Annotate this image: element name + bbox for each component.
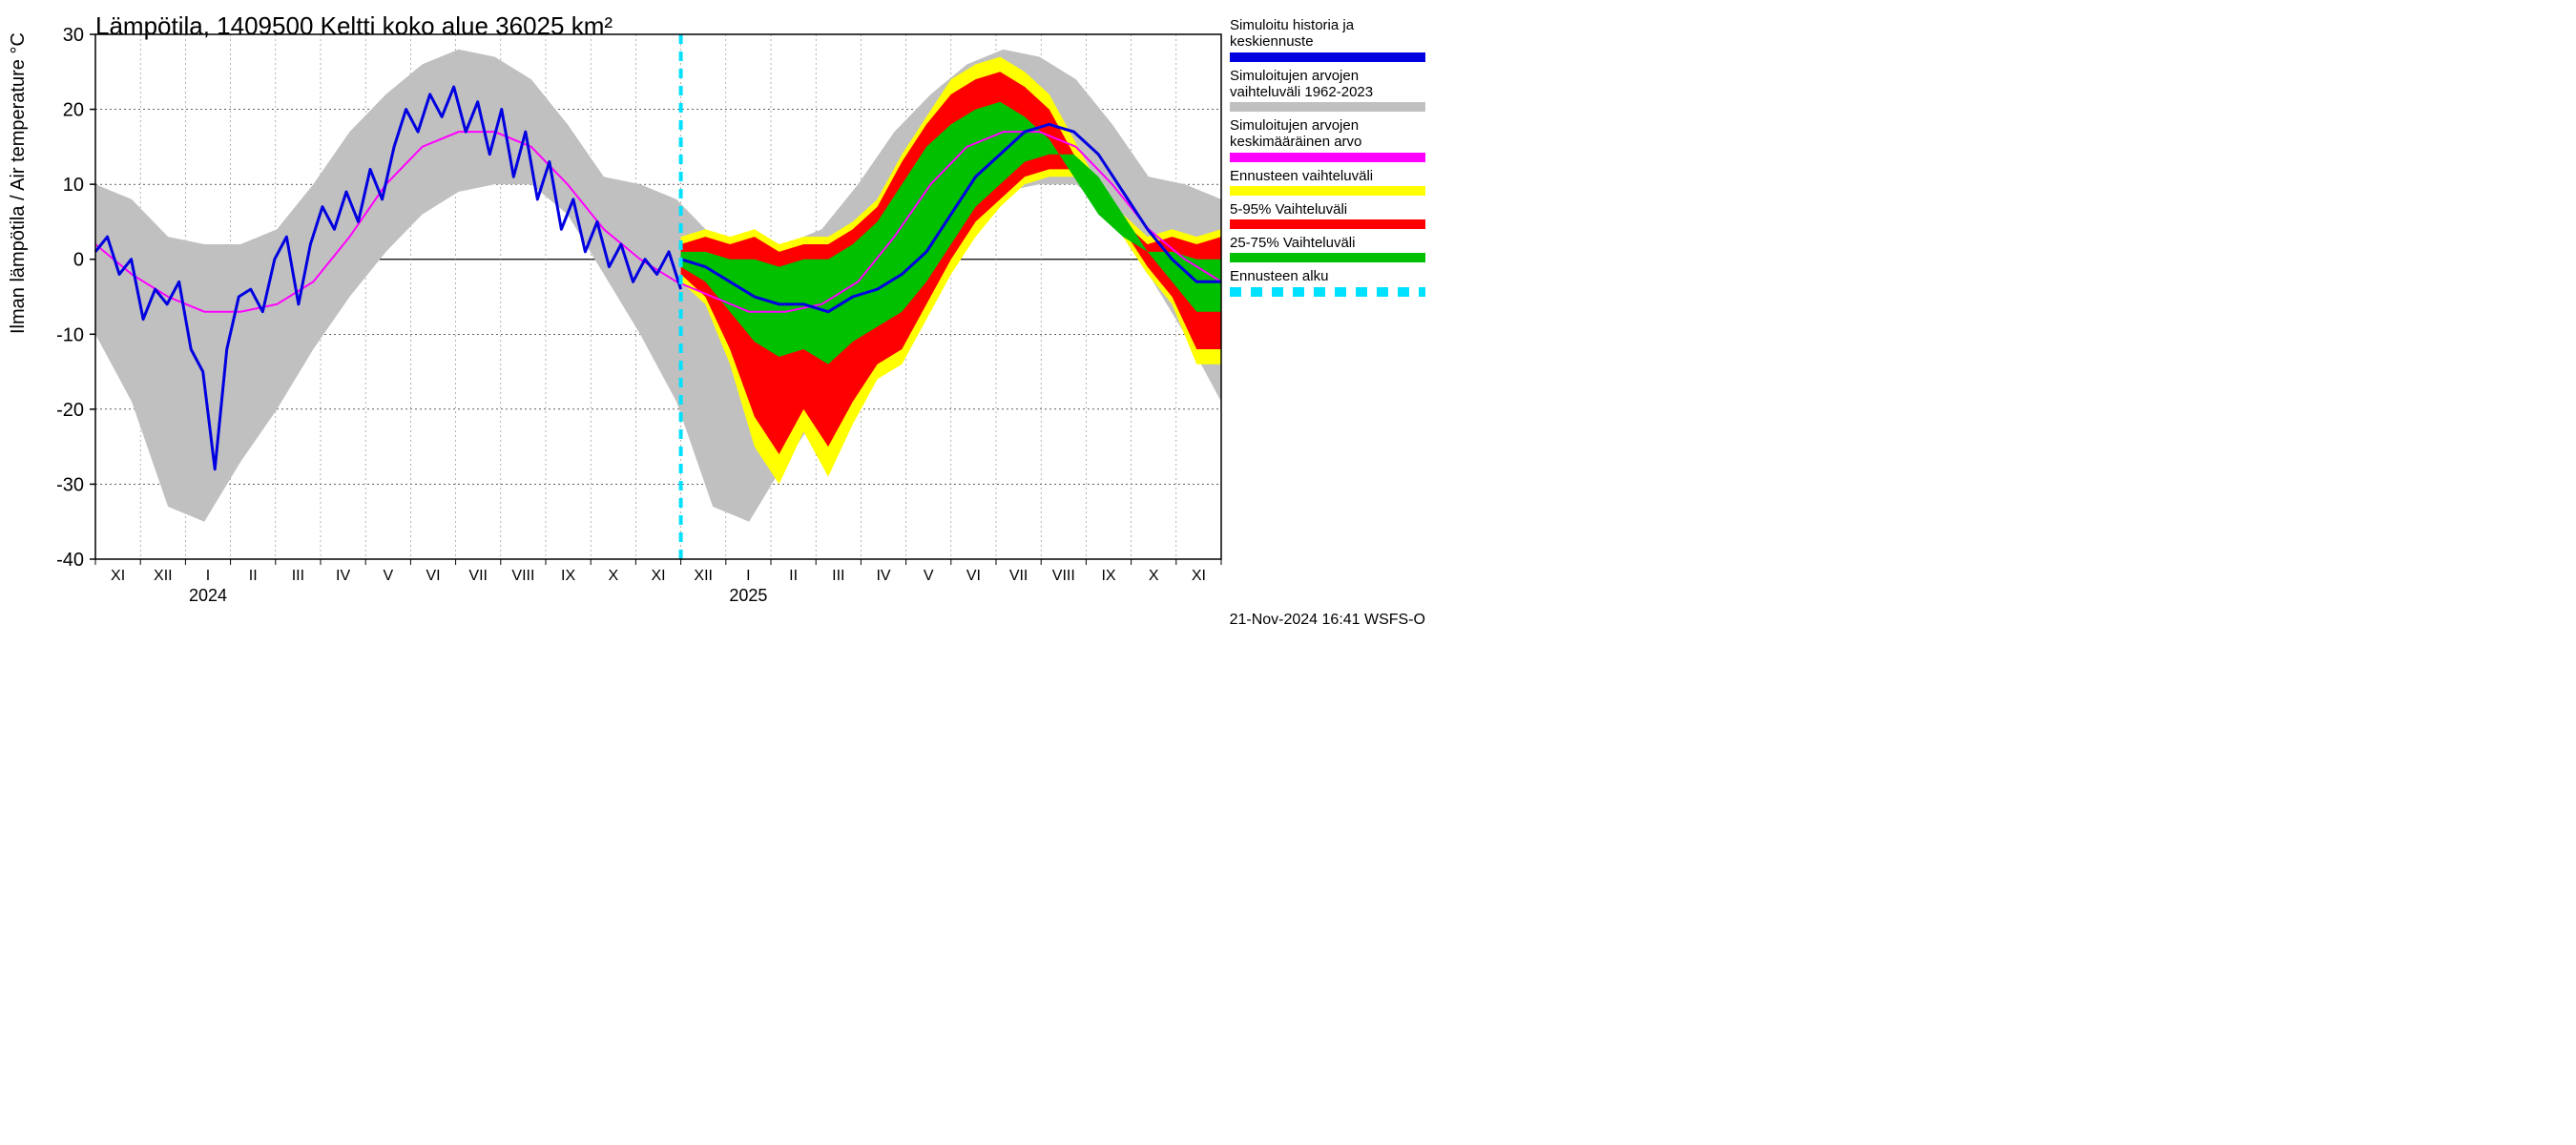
legend-label: Ennusteen alku	[1230, 268, 1425, 284]
svg-text:VI: VI	[426, 568, 440, 584]
plot-area: -40-30-20-100102030XIXIIIIIIIIIVVVIVIIVI…	[0, 0, 1431, 636]
svg-text:0: 0	[73, 250, 84, 271]
svg-text:-20: -20	[56, 400, 84, 421]
svg-text:V: V	[924, 568, 934, 584]
svg-text:IV: IV	[336, 568, 350, 584]
svg-text:I: I	[746, 568, 750, 584]
svg-text:XII: XII	[694, 568, 713, 584]
svg-text:IX: IX	[1101, 568, 1115, 584]
svg-text:XII: XII	[154, 568, 173, 584]
legend-label: Simuloitujen arvojen vaihteluväli 1962-2…	[1230, 68, 1425, 101]
svg-text:IV: IV	[876, 568, 890, 584]
svg-text:XI: XI	[111, 568, 125, 584]
svg-text:I: I	[206, 568, 210, 584]
svg-text:III: III	[832, 568, 844, 584]
svg-text:II: II	[249, 568, 258, 584]
legend-item: Simuloitu historia ja keskiennuste	[1230, 17, 1425, 62]
svg-text:2025: 2025	[729, 586, 767, 605]
svg-text:2024: 2024	[189, 586, 227, 605]
svg-text:XI: XI	[651, 568, 665, 584]
svg-text:XI: XI	[1192, 568, 1206, 584]
svg-text:-10: -10	[56, 324, 84, 345]
svg-text:-30: -30	[56, 474, 84, 495]
svg-text:VII: VII	[1009, 568, 1028, 584]
legend-item: Ennusteen alku	[1230, 268, 1425, 296]
legend-swatch	[1230, 52, 1425, 62]
chart-container: Lämpötila, 1409500 Keltti koko alue 3602…	[0, 0, 1431, 636]
chart-title: Lämpötila, 1409500 Keltti koko alue 3602…	[95, 11, 613, 41]
svg-text:-40: -40	[56, 550, 84, 571]
svg-text:10: 10	[63, 175, 84, 196]
footer-timestamp: 21-Nov-2024 16:41 WSFS-O	[1230, 612, 1425, 629]
legend-label: Simuloitu historia ja keskiennuste	[1230, 17, 1425, 51]
svg-text:II: II	[789, 568, 798, 584]
legend-item: Ennusteen vaihteluväli	[1230, 168, 1425, 196]
svg-text:VIII: VIII	[511, 568, 534, 584]
svg-text:VI: VI	[966, 568, 981, 584]
legend-swatch	[1230, 219, 1425, 229]
legend-swatch	[1230, 153, 1425, 162]
svg-text:30: 30	[63, 25, 84, 46]
legend-label: 5-95% Vaihteluväli	[1230, 201, 1425, 218]
legend-item: 5-95% Vaihteluväli	[1230, 201, 1425, 229]
legend-swatch	[1230, 287, 1425, 297]
legend-label: Simuloitujen arvojen keskimääräinen arvo	[1230, 117, 1425, 151]
svg-text:VIII: VIII	[1052, 568, 1075, 584]
legend-swatch	[1230, 253, 1425, 262]
legend-label: Ennusteen vaihteluväli	[1230, 168, 1425, 184]
legend-label: 25-75% Vaihteluväli	[1230, 235, 1425, 251]
y-axis-label: Ilman lämpötila / Air temperature °C	[8, 32, 30, 334]
legend-swatch	[1230, 102, 1425, 112]
legend-item: Simuloitujen arvojen keskimääräinen arvo	[1230, 117, 1425, 162]
legend-item: 25-75% Vaihteluväli	[1230, 235, 1425, 262]
svg-text:VII: VII	[468, 568, 488, 584]
svg-text:20: 20	[63, 100, 84, 121]
svg-text:X: X	[1149, 568, 1159, 584]
legend-swatch	[1230, 186, 1425, 196]
svg-text:III: III	[292, 568, 304, 584]
svg-text:V: V	[383, 568, 393, 584]
svg-text:IX: IX	[561, 568, 575, 584]
legend-item: Simuloitujen arvojen vaihteluväli 1962-2…	[1230, 68, 1425, 113]
svg-text:X: X	[608, 568, 618, 584]
legend: Simuloitu historia ja keskiennuste Simulo…	[1230, 17, 1425, 302]
